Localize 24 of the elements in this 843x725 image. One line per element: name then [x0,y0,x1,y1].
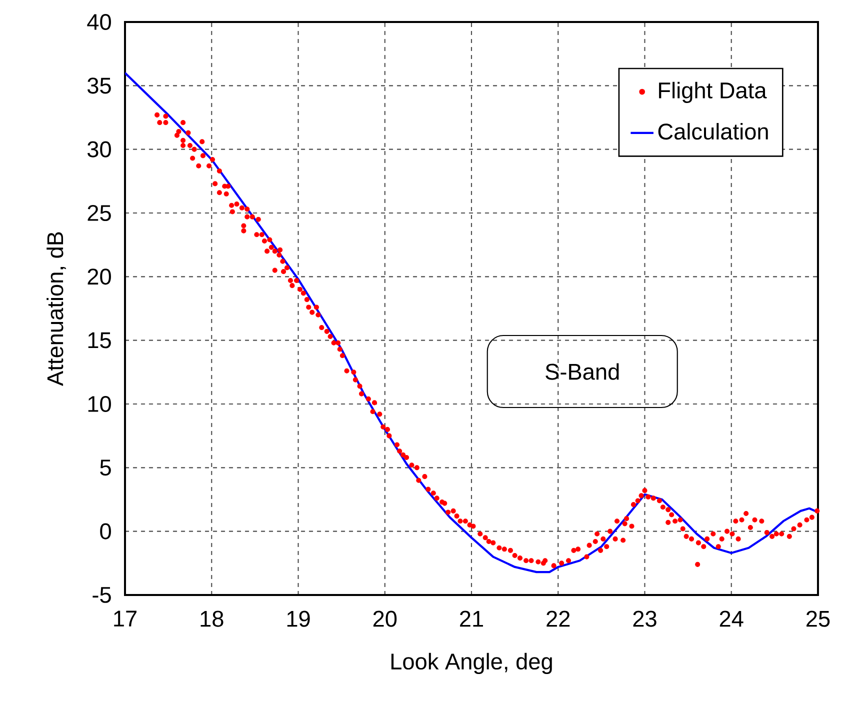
x-tick-label: 25 [806,610,830,627]
legend-label: Flight Data [659,82,767,103]
y-tick-label: 0 [100,523,111,540]
x-tick-label: 18 [200,610,224,627]
x-axis-title: Look Angle, deg [391,652,552,674]
y-tick-label: 30 [87,141,111,158]
y-tick-label: 40 [87,14,111,30]
y-axis-title: Attenuation, dB [46,232,66,386]
y-tick-label: 25 [88,204,111,222]
x-tick-label: 23 [633,610,656,627]
x-tick-label: 22 [546,610,570,627]
legend-label: Calculation [658,123,768,140]
annotation: S-Band [546,363,619,380]
x-tick-label: 21 [460,610,483,627]
y-tick-label: 5 [100,460,111,476]
x-tick-label: 20 [373,610,397,627]
y-tick-label: 15 [88,332,111,348]
x-tick-label: 19 [287,610,310,627]
y-tick-label: 20 [88,268,111,285]
y-tick-label: 10 [88,396,111,412]
y-tick-label: 35 [87,78,111,94]
x-tick-label: 24 [720,610,744,627]
y-tick-label: -5 [92,587,111,603]
x-tick-label: 17 [114,610,136,626]
